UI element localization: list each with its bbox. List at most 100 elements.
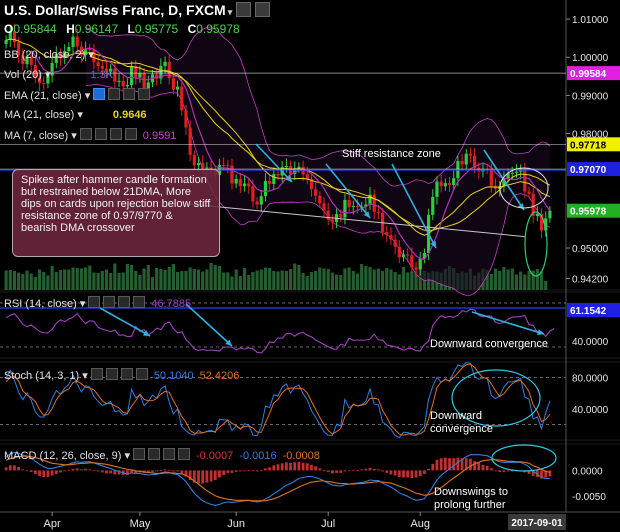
settings-icon[interactable] <box>147 448 160 460</box>
candle-body <box>201 162 205 169</box>
macd-histogram-bar <box>364 468 368 471</box>
chart-title[interactable]: U.S. Dollar/Swiss Franc, D, FXCM ▾ <box>4 2 271 18</box>
eye-icon[interactable] <box>90 368 103 380</box>
eye-icon[interactable] <box>79 128 92 140</box>
candle-body <box>268 180 272 184</box>
macd-histogram-bar <box>443 457 447 471</box>
macd-histogram-bar <box>92 470 96 472</box>
candle-body <box>343 199 347 218</box>
candle-body <box>205 167 209 169</box>
ohlc-open-value: 0.95844 <box>13 22 57 36</box>
volume-bar <box>125 264 130 290</box>
candle-body <box>414 267 418 270</box>
rsi-arrow-head <box>225 339 232 346</box>
candle-body <box>544 218 548 231</box>
legend-vol[interactable]: Vol (20) ▾ 1.3K <box>4 68 113 81</box>
chevron-down-icon[interactable]: ▾ <box>227 7 233 17</box>
add-icon[interactable] <box>118 296 131 308</box>
chevron-down-icon[interactable]: ▾ <box>82 370 88 382</box>
macd-histogram-bar <box>431 463 435 471</box>
volume-bar <box>368 267 372 290</box>
chevron-down-icon[interactable]: ▾ <box>44 69 51 81</box>
legend-bb[interactable]: BB (20, close, 2) ▾ <box>4 48 94 61</box>
macd-histogram-bar <box>402 470 405 478</box>
candle-body <box>523 169 527 192</box>
chevron-down-icon[interactable]: ▾ <box>124 450 130 462</box>
candle-body <box>309 178 314 190</box>
macd-histogram-bar <box>238 470 242 472</box>
settings-icon[interactable] <box>94 128 107 140</box>
chevron-down-icon[interactable]: ▾ <box>77 109 83 121</box>
close-icon[interactable] <box>124 128 137 140</box>
add-icon[interactable] <box>120 368 133 380</box>
volume-bar <box>121 272 125 290</box>
settings-icon[interactable] <box>236 2 252 17</box>
volume-bar <box>184 271 188 290</box>
close-icon[interactable] <box>133 296 146 308</box>
macd-histogram-bar <box>222 470 226 475</box>
legend-stoch-d: 52.4206 <box>199 370 240 382</box>
candle-body <box>171 78 176 90</box>
add-icon[interactable] <box>109 128 122 140</box>
eye-icon[interactable] <box>88 296 101 308</box>
settings-icon[interactable] <box>103 296 116 308</box>
candle-body <box>397 246 401 258</box>
eye-icon[interactable] <box>93 88 106 100</box>
candle-body <box>326 210 330 220</box>
macd-histogram-bar <box>372 468 376 471</box>
close-icon[interactable] <box>135 368 148 380</box>
candle-body <box>238 178 242 187</box>
legend-rsi[interactable]: RSI (14, close) ▾ 46.7885 <box>4 296 191 310</box>
settings-icon[interactable] <box>105 368 118 380</box>
legend-ma21[interactable]: MA (21, close) ▾ 0.9646 <box>4 108 147 121</box>
macd-histogram-bar <box>155 470 159 472</box>
ohlc-high-key: H <box>66 22 75 36</box>
close-icon[interactable] <box>177 448 190 460</box>
volume-bar <box>280 270 284 290</box>
legend-macd-signal: -0.0008 <box>282 450 320 462</box>
volume-bar <box>163 270 167 290</box>
date-tag <box>508 514 566 530</box>
macd-histogram-bar <box>84 468 87 471</box>
candle-body <box>460 161 464 165</box>
stoch-convergence-annotation-2: convergence <box>430 423 493 435</box>
add-icon[interactable] <box>123 88 136 100</box>
macd-histogram-bar <box>322 470 326 472</box>
chevron-down-icon[interactable]: ▾ <box>71 130 77 142</box>
candle-body <box>75 36 79 47</box>
candle-body <box>376 211 380 213</box>
legend-ma7[interactable]: MA (7, close) ▾ 0.9591 <box>4 128 176 142</box>
ohlc-low-key: L <box>127 22 135 36</box>
volume-bar <box>535 269 539 290</box>
chevron-down-icon[interactable]: ▾ <box>79 298 86 310</box>
macd-histogram-bar <box>96 470 100 472</box>
gear-icon[interactable] <box>255 2 271 17</box>
candle-body <box>502 178 506 187</box>
close-icon[interactable] <box>138 88 151 100</box>
candle-body <box>510 172 514 174</box>
macd-histogram-bar <box>255 470 259 472</box>
legend-ema[interactable]: EMA (21, close) ▾ <box>4 88 151 102</box>
x-tick-label: Apr <box>44 518 61 530</box>
macd-line <box>5 452 550 506</box>
macd-histogram-bar <box>485 465 489 471</box>
volume-bar <box>301 273 305 290</box>
volume-bar <box>506 269 510 290</box>
legend-stoch[interactable]: Stoch (14, 3, 1) ▾ 50.1040 52.4206 <box>4 368 239 382</box>
volume-bar <box>142 268 146 290</box>
candle-body <box>159 66 163 79</box>
chevron-down-icon[interactable]: ▾ <box>84 90 91 102</box>
volume-bar <box>230 276 234 290</box>
annotation-arrow-head <box>285 175 292 182</box>
eye-icon[interactable] <box>132 448 145 460</box>
chevron-down-icon[interactable]: ▾ <box>88 49 94 61</box>
settings-icon[interactable] <box>108 88 121 100</box>
macd-histogram-bar <box>146 470 150 473</box>
macd-histogram-bar <box>464 458 468 471</box>
add-icon[interactable] <box>162 448 175 460</box>
legend-macd[interactable]: MACD (12, 26, close, 9) ▾ -0.0007 -0.0016-… <box>4 448 320 462</box>
candle-body <box>8 31 12 41</box>
macd-histogram-bar <box>226 470 230 473</box>
candle-body <box>63 51 67 58</box>
volume-bar <box>88 265 92 290</box>
